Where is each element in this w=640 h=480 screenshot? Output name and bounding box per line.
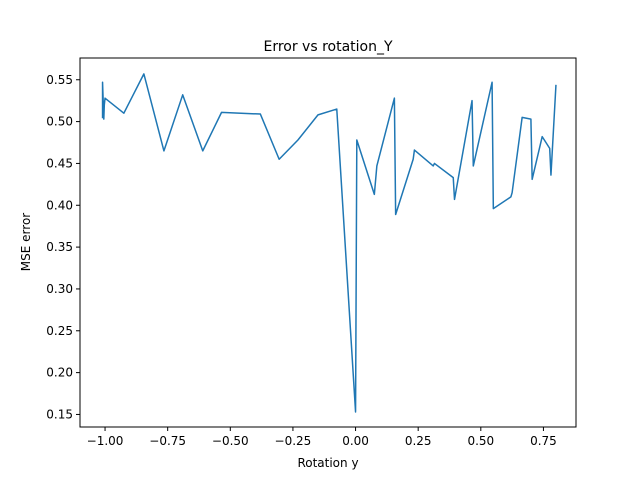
series-line-0 [101, 73, 557, 413]
x-tick-label: 0.00 [342, 434, 369, 448]
y-axis: 0.15 0.20 0.25 0.30 0.35 0.40 0.45 0.50 0.55 [46, 73, 80, 421]
y-tick-label: 0.40 [46, 198, 73, 212]
x-tick-label: 0.25 [405, 434, 432, 448]
x-tick-label: 0.50 [467, 434, 494, 448]
x-axis-label: Rotation y [297, 456, 358, 470]
y-tick-label: 0.55 [46, 73, 73, 87]
y-tick-label: 0.35 [46, 240, 73, 254]
x-axis: −1.00 −0.75 −0.50 −0.25 0.00 0.25 0.50 0.75 [87, 427, 557, 448]
x-tick-label: −0.75 [149, 434, 186, 448]
plot-area [101, 73, 557, 413]
x-tick-label: −0.50 [212, 434, 249, 448]
y-tick-label: 0.30 [46, 282, 73, 296]
y-axis-label: MSE error [19, 213, 33, 271]
y-tick-label: 0.45 [46, 156, 73, 170]
y-tick-label: 0.15 [46, 407, 73, 421]
y-tick-label: 0.50 [46, 115, 73, 129]
y-tick-label: 0.25 [46, 324, 73, 338]
x-tick-label: 0.75 [530, 434, 557, 448]
x-tick-label: −1.00 [87, 434, 124, 448]
y-tick-label: 0.20 [46, 366, 73, 380]
x-tick-label: −0.25 [275, 434, 312, 448]
plot-frame [79, 57, 577, 428]
chart-title: Error vs rotation_Y [263, 39, 393, 55]
